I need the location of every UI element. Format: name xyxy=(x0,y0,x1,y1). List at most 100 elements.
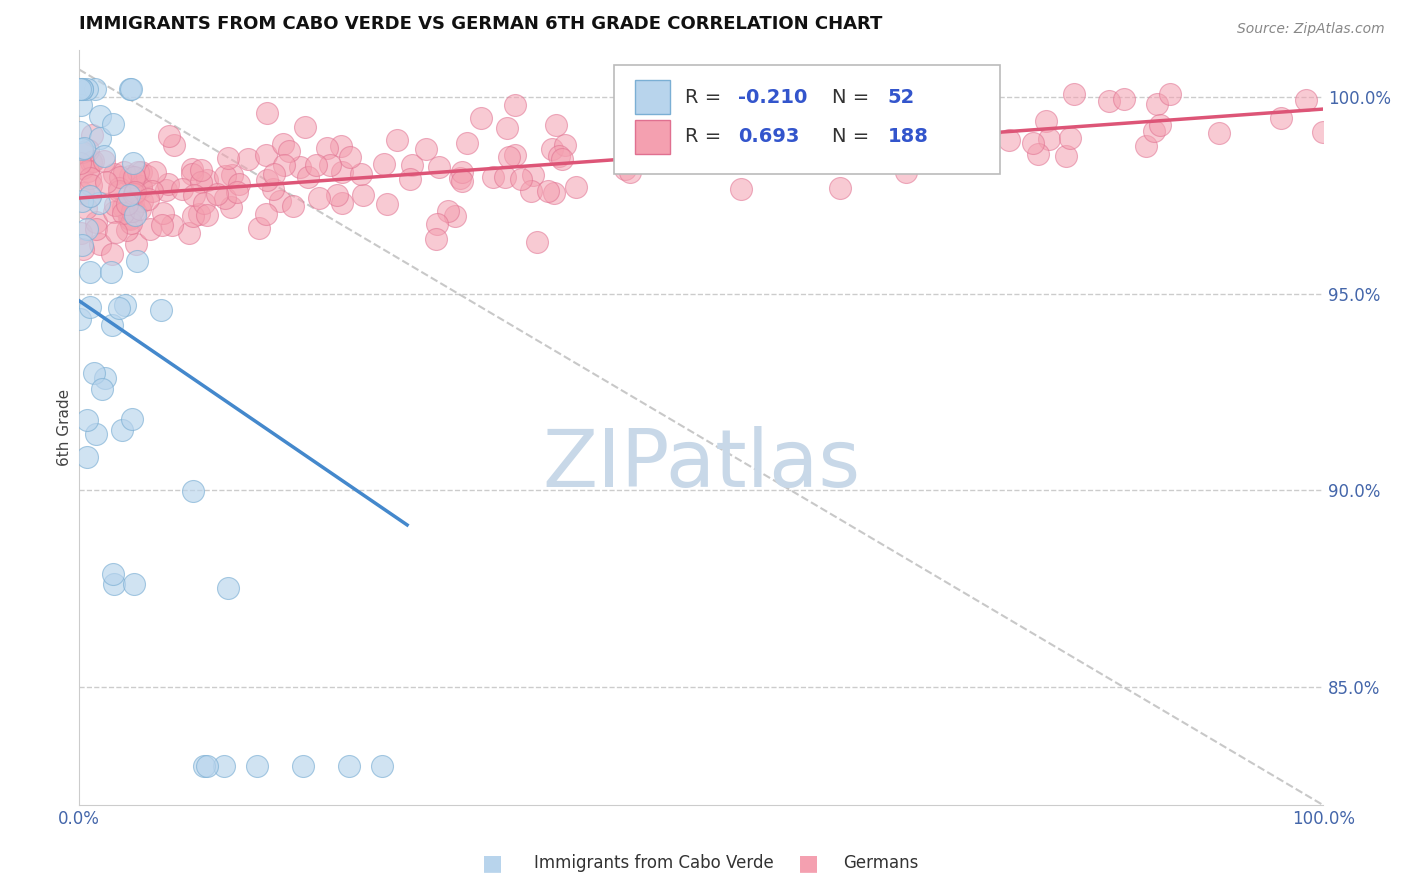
Point xyxy=(94,371,117,385)
Point xyxy=(1038,131,1060,145)
Point xyxy=(121,412,143,426)
Point xyxy=(330,165,353,179)
Point xyxy=(1208,126,1230,140)
Point xyxy=(1059,130,1081,145)
Point xyxy=(730,182,752,196)
Point xyxy=(371,758,394,772)
Point xyxy=(948,120,970,135)
Point xyxy=(544,118,567,132)
Point xyxy=(104,198,127,212)
Point xyxy=(941,138,963,153)
Point xyxy=(73,141,96,155)
Point xyxy=(136,192,159,206)
Point xyxy=(69,125,91,139)
Point xyxy=(129,180,152,194)
Point xyxy=(263,167,285,181)
Point xyxy=(76,163,98,178)
Point xyxy=(114,298,136,312)
Point xyxy=(856,98,879,112)
Point xyxy=(121,195,143,210)
Point xyxy=(846,150,869,164)
Point xyxy=(554,137,576,152)
Point xyxy=(890,143,912,157)
Point xyxy=(281,199,304,213)
Point xyxy=(305,158,328,172)
Point xyxy=(444,209,467,223)
Point xyxy=(807,144,830,158)
Point xyxy=(706,97,728,112)
Point xyxy=(1135,139,1157,153)
Point xyxy=(120,211,142,226)
Point xyxy=(316,140,339,154)
Point xyxy=(111,423,134,437)
Text: ZIPatlas: ZIPatlas xyxy=(543,426,860,504)
Point xyxy=(238,152,260,166)
Point xyxy=(426,218,449,232)
Point xyxy=(79,265,101,279)
Point xyxy=(120,216,142,230)
Text: 188: 188 xyxy=(887,128,928,146)
Point xyxy=(308,191,330,205)
Text: IMMIGRANTS FROM CABO VERDE VS GERMAN 6TH GRADE CORRELATION CHART: IMMIGRANTS FROM CABO VERDE VS GERMAN 6TH… xyxy=(79,15,883,33)
Point xyxy=(375,197,398,211)
Point xyxy=(190,163,212,178)
Point xyxy=(456,136,478,150)
Point xyxy=(120,82,142,96)
Point xyxy=(122,186,145,201)
Point xyxy=(494,170,516,185)
Point xyxy=(79,189,101,203)
Text: N =: N = xyxy=(832,128,876,146)
Point xyxy=(105,225,128,239)
Point xyxy=(496,121,519,136)
Point xyxy=(387,132,409,146)
Point xyxy=(124,185,146,199)
Point xyxy=(84,427,107,442)
Point xyxy=(1063,87,1085,101)
Point xyxy=(352,187,374,202)
Point xyxy=(205,186,228,201)
Point xyxy=(108,170,131,185)
Point xyxy=(297,169,319,184)
Point xyxy=(228,177,250,191)
Point xyxy=(621,153,644,167)
Point xyxy=(193,758,215,772)
Point xyxy=(101,247,124,261)
Point xyxy=(108,184,131,198)
Point xyxy=(181,167,204,181)
Point xyxy=(254,148,277,162)
Point xyxy=(181,161,204,176)
Point xyxy=(273,158,295,172)
Point xyxy=(190,175,212,189)
Text: N =: N = xyxy=(832,88,876,107)
Point xyxy=(1112,92,1135,106)
Point xyxy=(939,140,962,154)
Point xyxy=(679,154,702,169)
Point xyxy=(565,180,588,194)
Point xyxy=(122,156,145,170)
Point xyxy=(80,178,103,192)
Point xyxy=(503,148,526,162)
Point xyxy=(75,201,97,215)
Point xyxy=(537,184,560,198)
Point xyxy=(72,161,94,176)
Point xyxy=(91,382,114,396)
Point xyxy=(131,164,153,178)
Point xyxy=(72,82,94,96)
Point xyxy=(181,483,204,498)
Point xyxy=(1022,136,1045,150)
Point xyxy=(399,172,422,186)
Point xyxy=(900,108,922,122)
Point xyxy=(84,221,107,235)
Point xyxy=(221,168,243,182)
Point xyxy=(339,151,361,165)
Text: ■: ■ xyxy=(799,854,818,873)
Point xyxy=(415,142,437,156)
Point xyxy=(917,127,939,141)
Point xyxy=(128,202,150,217)
Point xyxy=(699,126,721,140)
Point xyxy=(111,205,134,219)
Point xyxy=(163,138,186,153)
Point xyxy=(827,154,849,169)
Point xyxy=(219,200,242,214)
Text: 0.693: 0.693 xyxy=(738,128,800,146)
